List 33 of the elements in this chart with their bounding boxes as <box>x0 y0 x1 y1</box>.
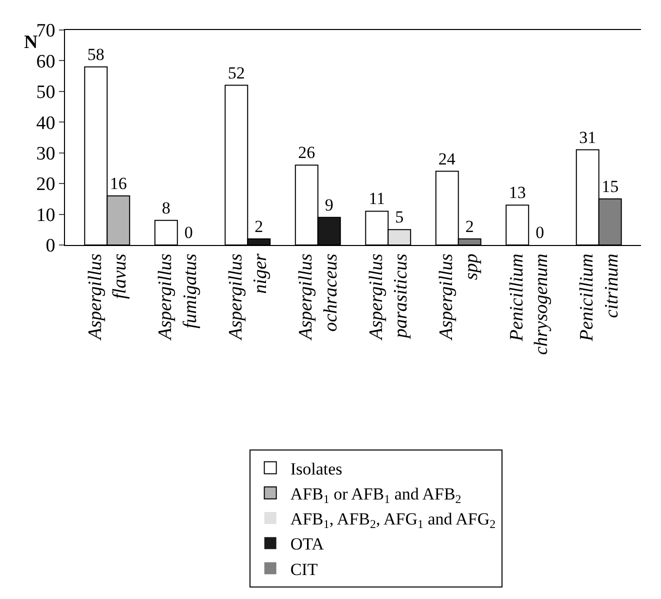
data-label: 11 <box>368 189 386 208</box>
x-tick-label: Aspergillus flavus <box>84 254 131 342</box>
y-tick-label: 40 <box>36 112 56 134</box>
y-axis-title: N <box>24 32 38 53</box>
y-tick-label: 10 <box>36 204 56 226</box>
y-tick-label: 20 <box>36 174 56 196</box>
y-tick-label: 70 <box>36 20 56 42</box>
x-tick-label: Aspergillus spp <box>436 254 482 342</box>
data-label: 31 <box>579 128 596 147</box>
data-label: 24 <box>438 149 456 168</box>
data-label: 52 <box>228 63 245 82</box>
y-tick-label: 50 <box>36 82 56 104</box>
data-label: 16 <box>110 174 127 193</box>
data-label: 2 <box>465 216 474 236</box>
legend-label: AFB$_{1}$, AFB$_{2}$, AFG$_{1}$ and AFG$_{2}$ <box>290 510 496 532</box>
data-label: 0 <box>536 223 544 242</box>
legend-label: OTA <box>290 534 325 554</box>
data-label: 8 <box>162 198 170 218</box>
legend-label: AFB$_{1}$ or AFB$_{1}$ and AFB$_{2}$ <box>290 484 462 506</box>
y-tick-label: 0 <box>46 236 56 257</box>
data-label: 0 <box>184 223 193 242</box>
y-tick-label: 60 <box>36 51 56 72</box>
data-label: 15 <box>602 176 619 196</box>
legend-label: Isolates <box>290 459 342 478</box>
data-label: 9 <box>324 195 334 214</box>
x-tick-label: Aspergillus niger <box>225 252 272 342</box>
data-label: 58 <box>87 44 104 64</box>
y-tick-label: 30 <box>36 144 56 165</box>
data-label: 13 <box>508 183 526 202</box>
data-label: 26 <box>298 143 316 162</box>
legend-label: CIT <box>290 560 318 579</box>
data-label: 2 <box>254 216 264 236</box>
data-label: 5 <box>395 208 404 227</box>
